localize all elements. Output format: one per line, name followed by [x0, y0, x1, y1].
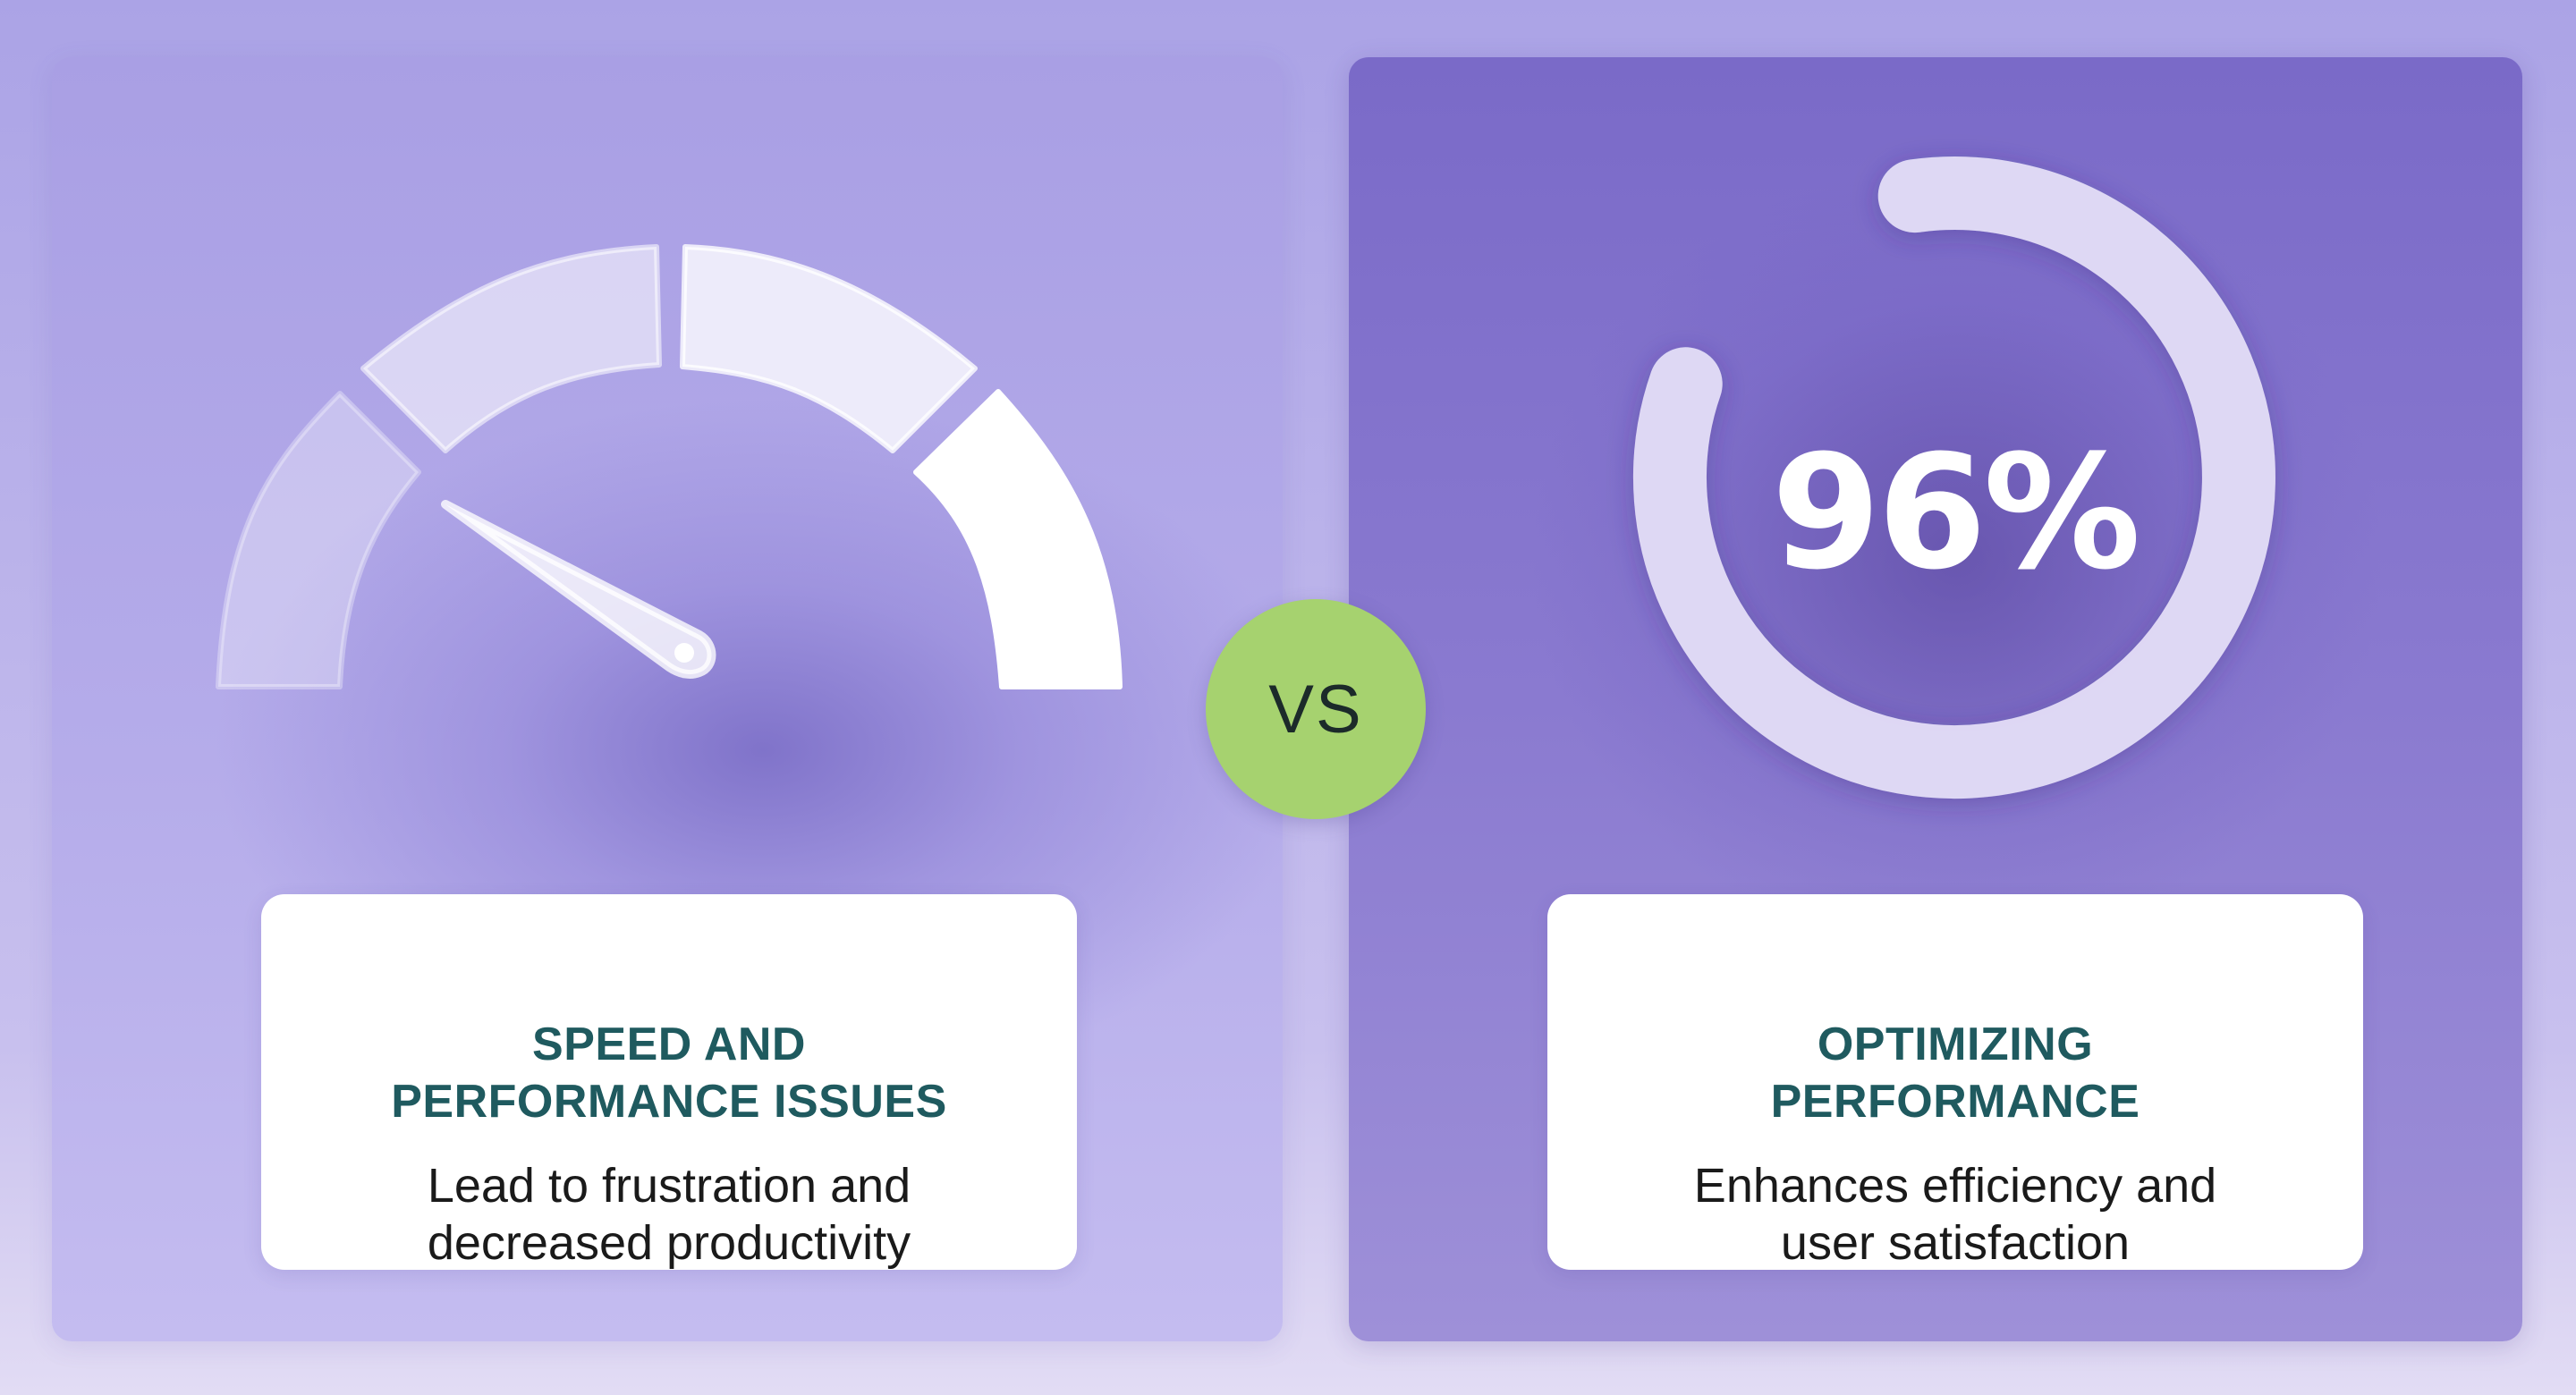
- optimizing-title-line1: OPTIMIZING: [1817, 1019, 2094, 1070]
- left-comparison-panel: SPEED AND PERFORMANCE ISSUES Lead to fru…: [52, 57, 1283, 1341]
- right-comparison-panel: 96% OPTIMIZING PERFORMANCE Enhances effi…: [1349, 57, 2522, 1341]
- speed-issues-description: Lead to frustration and decreased produc…: [302, 1157, 1036, 1272]
- progress-ring-arc: [1632, 156, 2275, 799]
- speed-issues-desc-line1: Lead to frustration and: [427, 1159, 911, 1213]
- speed-issues-title-line1: SPEED AND: [532, 1019, 806, 1070]
- speed-issues-title-line2: PERFORMANCE ISSUES: [391, 1076, 947, 1128]
- progress-value: 96%: [1771, 421, 2137, 604]
- optimizing-performance-card: OPTIMIZING PERFORMANCE Enhances efficien…: [1547, 894, 2363, 1270]
- optimizing-desc-line2: user satisfaction: [1780, 1216, 2131, 1270]
- gauge-needle: [441, 500, 716, 679]
- speed-issues-desc-line2: decreased productivity: [427, 1216, 911, 1270]
- progress-ring-icon: 96%: [1632, 156, 2275, 799]
- optimizing-desc-line1: Enhances efficiency and: [1693, 1159, 2217, 1213]
- vs-label: VS: [1268, 671, 1363, 748]
- gauge-segment-1: [216, 391, 421, 689]
- gauge-segment-4: [913, 389, 1123, 689]
- optimizing-title: OPTIMIZING PERFORMANCE: [1571, 1016, 2340, 1130]
- optimizing-title-line2: PERFORMANCE: [1770, 1076, 2140, 1128]
- speed-issues-title: SPEED AND PERFORMANCE ISSUES: [284, 1016, 1054, 1130]
- vs-badge: VS: [1206, 599, 1426, 819]
- gauge-segment-3: [680, 244, 978, 453]
- speedometer-gauge-icon: [216, 244, 1123, 689]
- gauge-needle-pivot: [674, 643, 694, 663]
- speed-issues-card: SPEED AND PERFORMANCE ISSUES Lead to fru…: [261, 894, 1077, 1270]
- gauge-segment-2: [360, 244, 662, 453]
- optimizing-description: Enhances efficiency and user satisfactio…: [1589, 1157, 2322, 1272]
